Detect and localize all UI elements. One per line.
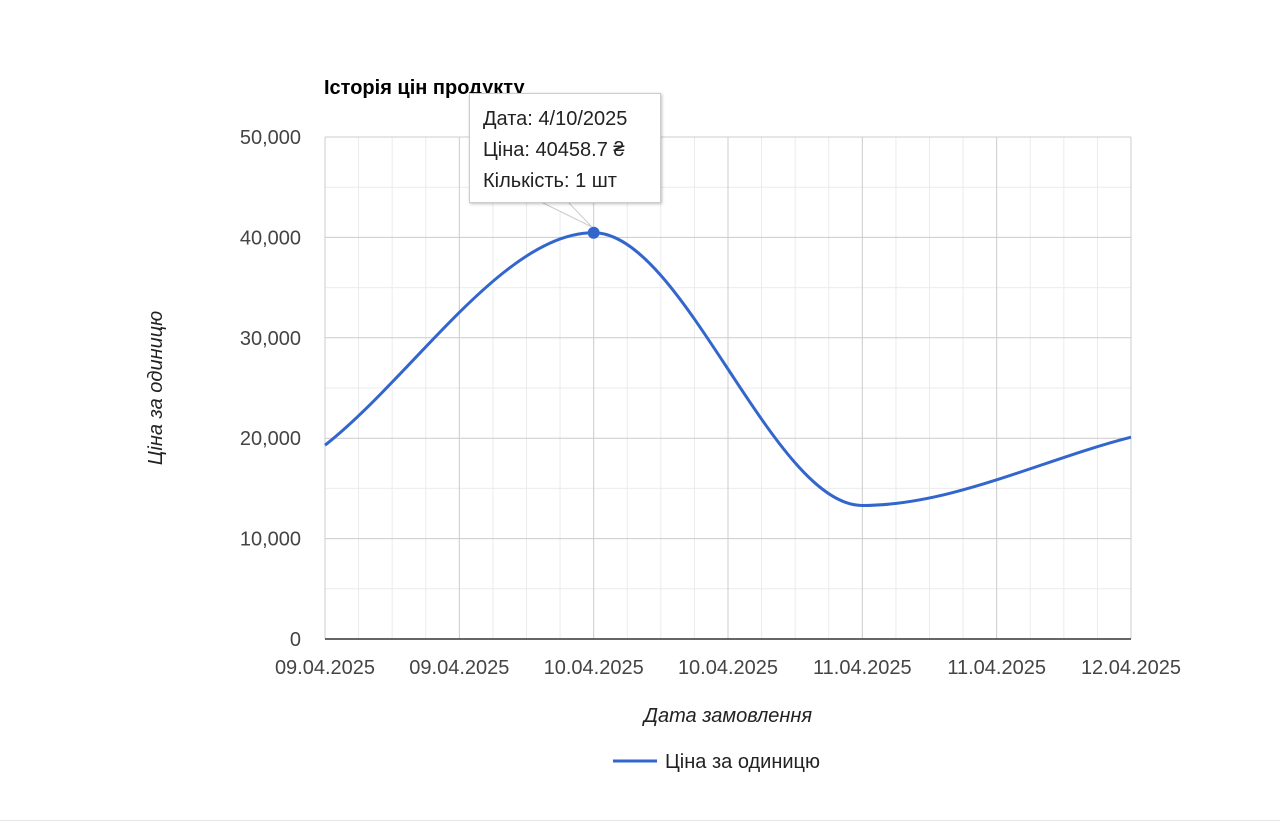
x-axis-title: Дата замовлення xyxy=(642,705,813,727)
x-tick-label: 12.04.2025 xyxy=(1081,657,1181,679)
x-tick-label: 09.04.2025 xyxy=(275,657,375,679)
y-axis-ticks: 0 10,000 20,000 30,000 40,000 50,000 xyxy=(240,127,301,651)
x-tick-label: 11.04.2025 xyxy=(813,657,912,679)
y-tick-label: 10,000 xyxy=(240,529,301,551)
y-axis-title: Ціна за одиницю xyxy=(145,311,167,465)
y-tick-label: 30,000 xyxy=(240,328,301,350)
legend-label: Ціна за одиницю xyxy=(665,751,820,773)
legend[interactable]: Ціна за одиницю xyxy=(613,751,820,773)
x-tick-label: 09.04.2025 xyxy=(409,657,509,679)
tooltip-price: Ціна: 40458.7 ₴ xyxy=(483,139,625,161)
page-divider xyxy=(0,820,1280,821)
data-point-highlighted[interactable] xyxy=(587,226,600,239)
y-tick-label: 50,000 xyxy=(240,127,301,149)
x-tick-label: 10.04.2025 xyxy=(544,657,644,679)
series-line-unit-price[interactable] xyxy=(324,231,1132,507)
x-tick-label: 11.04.2025 xyxy=(947,657,1046,679)
tooltip-pointer xyxy=(540,201,593,228)
y-tick-label: 40,000 xyxy=(240,227,301,249)
x-axis-ticks: 09.04.2025 09.04.2025 10.04.2025 10.04.2025… xyxy=(275,657,1181,679)
y-tick-label: 20,000 xyxy=(240,428,301,450)
tooltip-date: Дата: 4/10/2025 xyxy=(483,108,628,130)
x-tick-label: 10.04.2025 xyxy=(678,657,778,679)
major-gridlines xyxy=(324,136,1132,639)
tooltip: Дата: 4/10/2025 Ціна: 40458.7 ₴ Кількіст… xyxy=(469,93,661,203)
tooltip-quantity: Кількість: 1 шт xyxy=(483,170,617,192)
y-tick-label: 0 xyxy=(290,629,301,651)
